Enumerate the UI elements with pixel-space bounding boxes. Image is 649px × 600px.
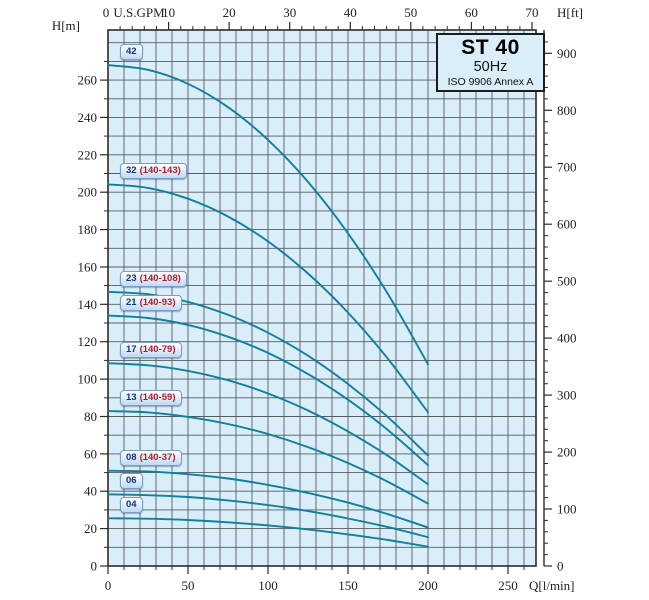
- bottom-axis-unit: Q[l/min]: [529, 578, 575, 593]
- left-tick-label: 140: [78, 297, 98, 312]
- right-tick-label: 100: [557, 502, 577, 517]
- right-tick-label: 900: [557, 46, 577, 61]
- pump-curve-06: [107, 493, 429, 539]
- curve-label-04: 04: [120, 497, 143, 513]
- plot-border: [107, 29, 537, 567]
- right-tick-label: 500: [557, 274, 577, 289]
- bottom-tick-label: 50: [182, 578, 195, 593]
- left-tick-label: 160: [78, 260, 98, 275]
- curve-stage-count: 06: [126, 475, 137, 486]
- curve-stage-count: 13: [126, 392, 137, 403]
- curve-stage-count: 23: [126, 273, 137, 284]
- pump-curve-04: [107, 517, 429, 548]
- bottom-tick-label: 200: [418, 578, 438, 593]
- top-tick-label: 10: [162, 5, 175, 20]
- pump-curve-13: [107, 410, 429, 505]
- left-tick-label: 200: [78, 185, 98, 200]
- bottom-tick-label: 0: [105, 578, 112, 593]
- curve-stage-count: 21: [126, 297, 137, 308]
- curve-stage-count: 32: [126, 165, 137, 176]
- right-tick-label: 800: [557, 103, 577, 118]
- top-tick-label: 20: [223, 5, 236, 20]
- curve-label-17: 17 (140-79): [120, 342, 182, 358]
- right-tick-label: 700: [557, 160, 577, 175]
- curve-label-42: 42: [120, 44, 143, 60]
- pump-curve-32: [107, 183, 429, 414]
- pump-curve-08: [107, 469, 429, 529]
- right-tick-label: 400: [557, 331, 577, 346]
- left-tick-label: 220: [78, 147, 98, 162]
- left-tick-label: 40: [84, 484, 97, 499]
- curve-label-13: 13 (140-59): [120, 390, 182, 406]
- curve-model-range: (140-37): [139, 452, 176, 463]
- curve-label-23: 23 (140-108): [120, 271, 187, 287]
- pump-curve-21: [107, 314, 429, 467]
- curve-model-range: (140-93): [139, 297, 176, 308]
- bottom-tick-label: 150: [338, 578, 358, 593]
- top-tick-label: 40: [344, 5, 357, 20]
- right-tick-label: 600: [557, 217, 577, 232]
- top-tick-label: 60: [465, 5, 478, 20]
- top-tick-label: 30: [283, 5, 296, 20]
- pump-frequency: 50Hz: [473, 58, 508, 75]
- left-tick-label: 180: [78, 222, 98, 237]
- curve-model-range: (140-79): [139, 344, 176, 355]
- left-tick-label: 260: [78, 73, 98, 88]
- left-tick-label: 100: [78, 372, 98, 387]
- bottom-tick-label: 250: [498, 578, 518, 593]
- left-tick-label: 60: [84, 446, 97, 461]
- curve-stage-count: 17: [126, 344, 137, 355]
- left-tick-label: 120: [78, 334, 98, 349]
- top-tick-label: 70: [526, 5, 539, 20]
- left-tick-label: 80: [84, 409, 97, 424]
- left-axis-unit: H[m]: [52, 18, 80, 33]
- curve-label-06: 06: [120, 473, 143, 489]
- left-tick-label: 240: [78, 110, 98, 125]
- curve-stage-count: 04: [126, 499, 137, 510]
- right-tick-label: 300: [557, 388, 577, 403]
- curve-model-range: (140-108): [139, 273, 181, 284]
- curve-label-21: 21 (140-93): [120, 295, 182, 311]
- right-tick-label: 0: [557, 559, 564, 574]
- top-axis-unit: U.S.GPM: [113, 5, 165, 20]
- curve-label-08: 08 (140-37): [120, 450, 182, 466]
- curve-model-range: (140-143): [139, 165, 181, 176]
- right-tick-label: 200: [557, 445, 577, 460]
- curve-stage-count: 08: [126, 452, 137, 463]
- pump-model-title: ST 40: [461, 35, 520, 59]
- bottom-tick-label: 100: [258, 578, 278, 593]
- right-axis-unit: H[ft]: [557, 5, 583, 20]
- curve-stage-count: 42: [126, 46, 137, 57]
- top-tick-label: 50: [404, 5, 417, 20]
- curve-model-range: (140-59): [139, 392, 176, 403]
- pump-curve-17: [107, 362, 429, 486]
- curve-label-32: 32 (140-143): [120, 163, 187, 179]
- pump-standard: ISO 9906 Annex A: [447, 76, 534, 89]
- left-tick-label: 0: [91, 559, 98, 574]
- left-tick-label: 20: [84, 521, 97, 536]
- top-zero-label: 0: [103, 5, 110, 20]
- title-box: ST 40 50Hz ISO 9906 Annex A: [436, 33, 545, 92]
- pump-curve-42: [107, 64, 429, 366]
